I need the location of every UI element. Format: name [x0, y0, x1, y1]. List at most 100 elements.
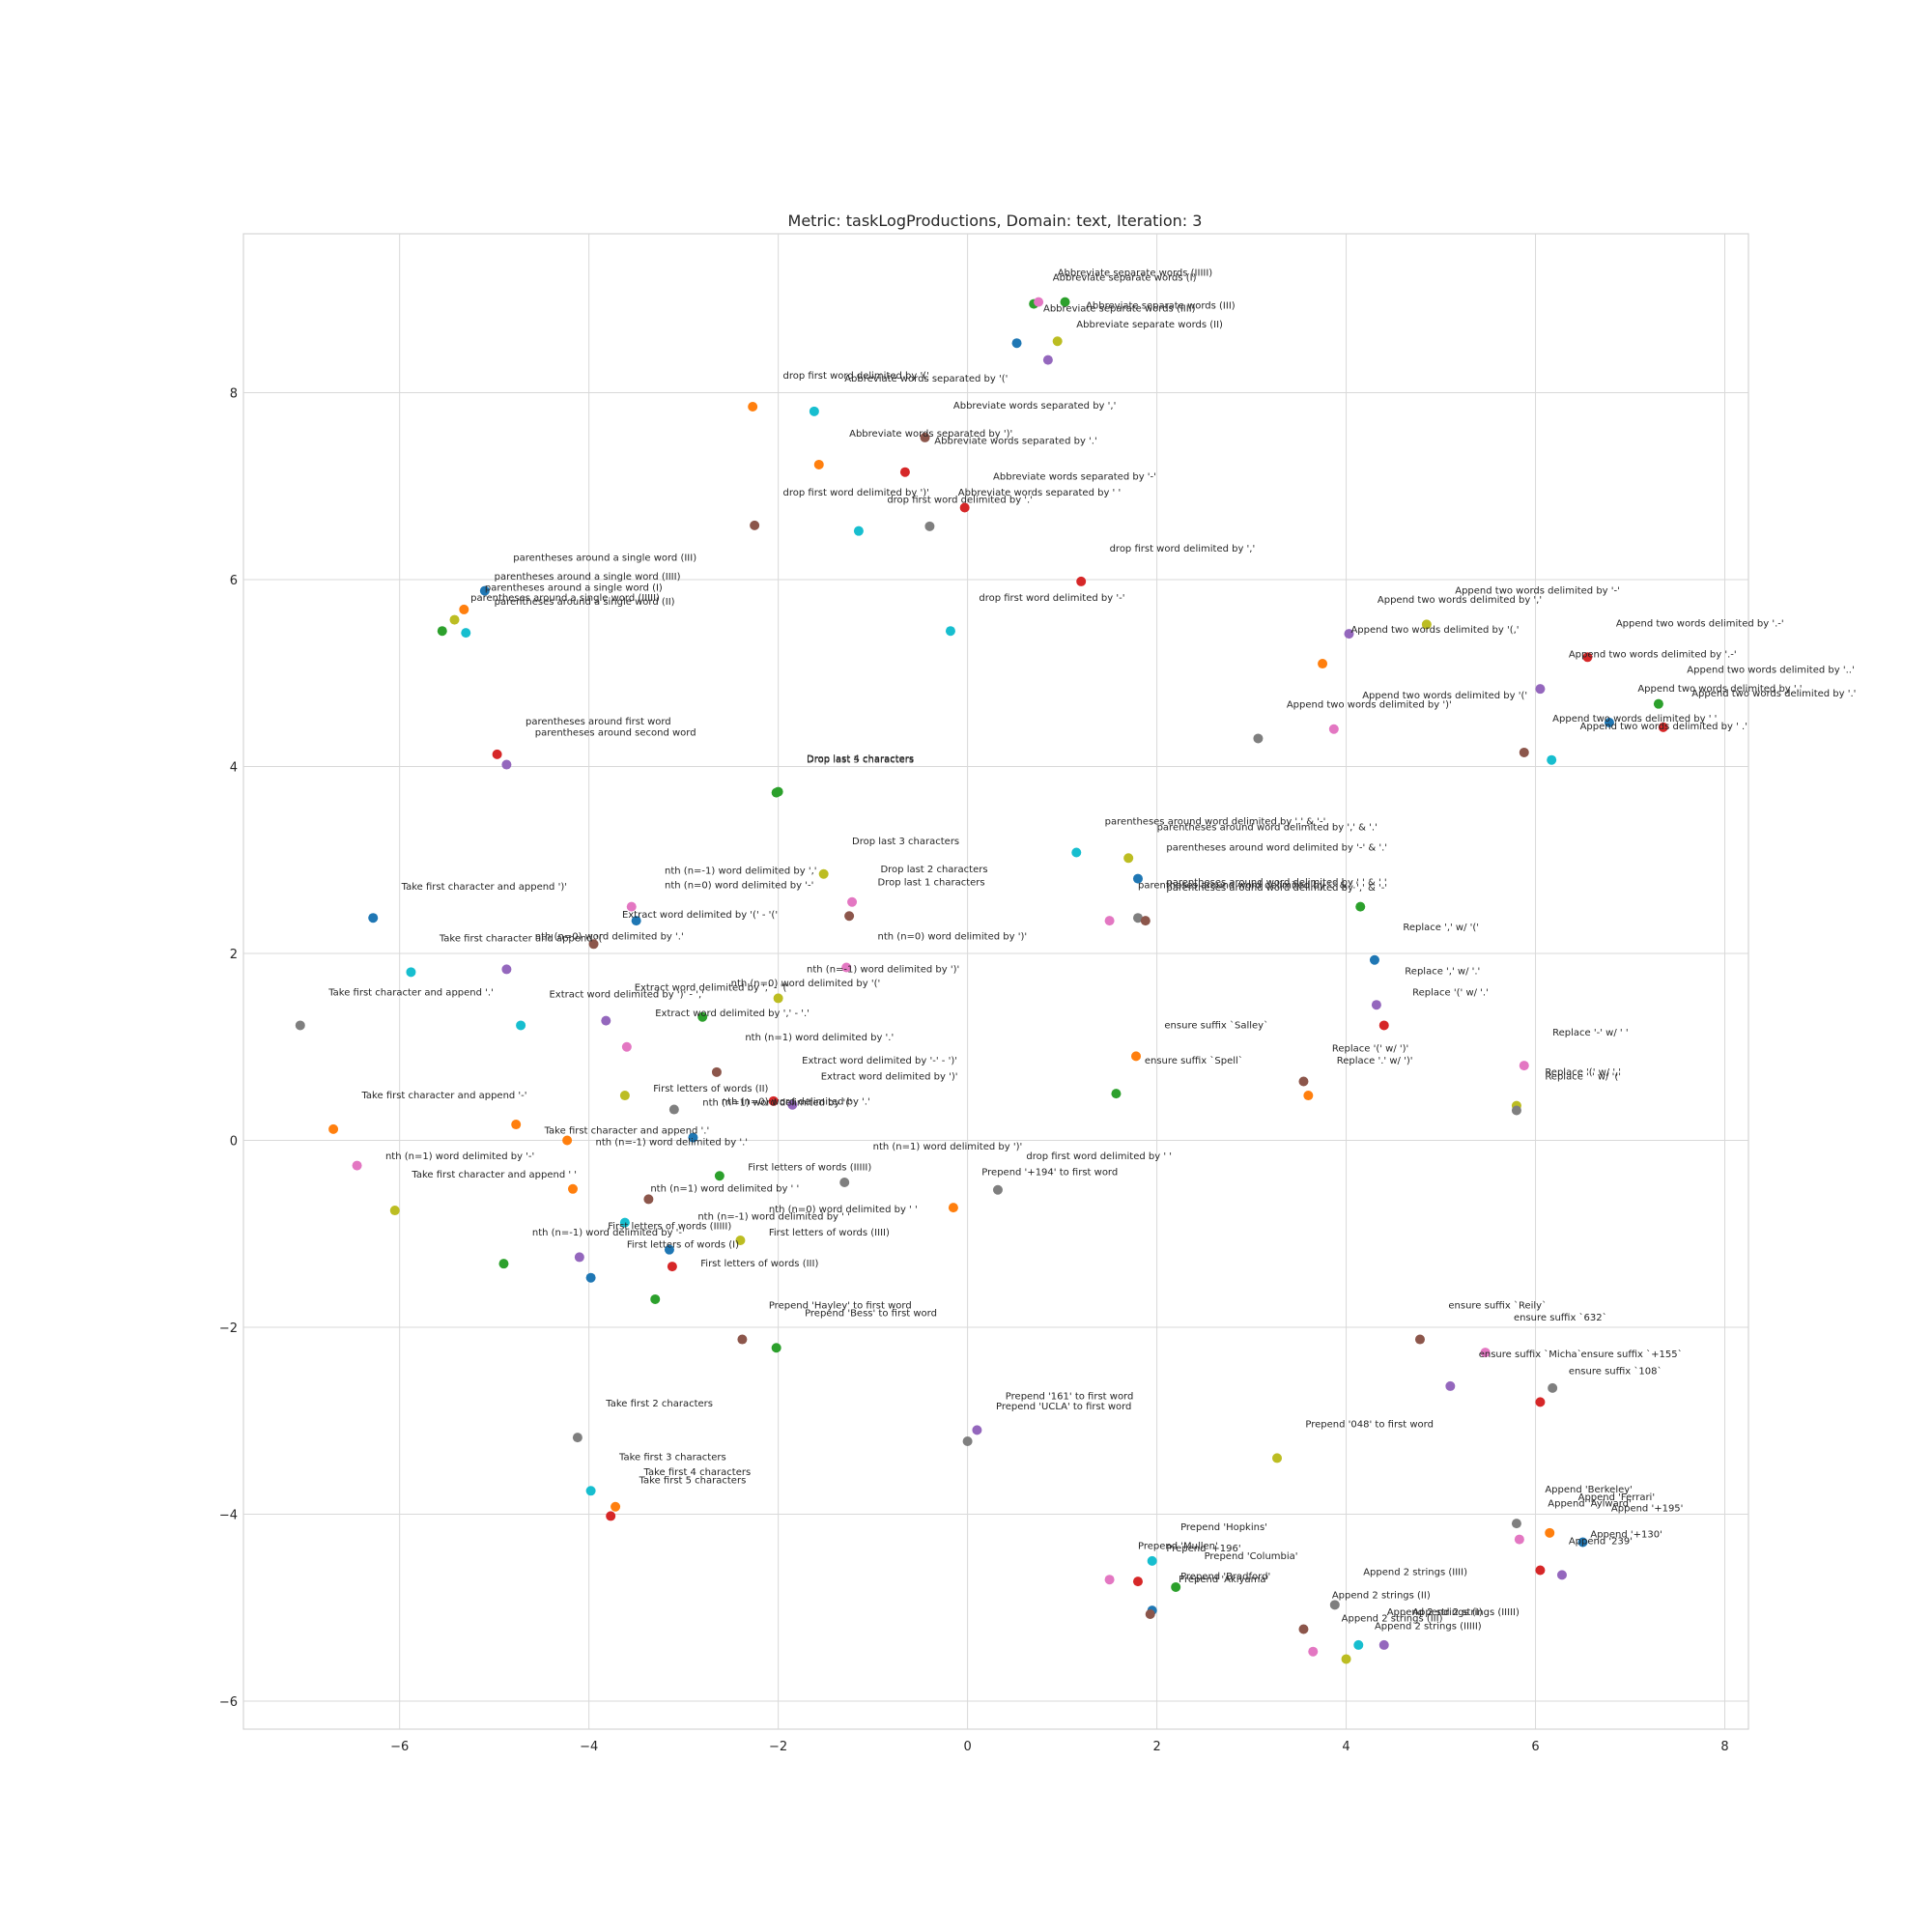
point-label: Abbreviate words separated by '-' [993, 471, 1156, 482]
point-label: nth (n=1) word delimited by ' ' [650, 1184, 799, 1195]
data-point [1132, 1577, 1143, 1587]
data-point [650, 1293, 661, 1304]
point-label: Prepend 'Mullen' [1138, 1541, 1218, 1551]
point-label: ensure suffix `Reily` [1448, 1300, 1547, 1312]
point-label: Abbreviate separate words (II) [1076, 320, 1223, 330]
data-point [1011, 338, 1022, 349]
data-point [631, 916, 641, 926]
point-label: Abbreviate separate words (III) [1086, 300, 1236, 311]
point-label: Abbreviate words separated by ')' [849, 429, 1012, 440]
data-point [809, 406, 819, 416]
data-point [787, 1099, 798, 1110]
data-point [619, 1217, 630, 1228]
point-label: Prepend 'Hayley' to first word [769, 1301, 912, 1312]
point-label: parentheses around word delimited by '.'… [1138, 880, 1358, 891]
data-point [1034, 297, 1044, 307]
point-label: Append two words delimited by '(,' [1350, 625, 1519, 636]
data-point [1547, 754, 1557, 765]
x-tick-label: 6 [1531, 1740, 1539, 1754]
data-point [1147, 1555, 1157, 1566]
point-label: Extract word delimited by ')' - ',' [549, 989, 703, 1000]
data-point [1535, 684, 1546, 695]
point-label: Prepend 'UCLA' to first word [996, 1402, 1131, 1412]
data-point [619, 1091, 630, 1101]
data-point [1378, 1020, 1389, 1031]
point-label: Append 2 strings (II) [1332, 1591, 1431, 1602]
point-label: Abbreviate separate words (IIIII) [1058, 269, 1213, 279]
point-label: nth (n=-1) word delimited by '-' [532, 1228, 685, 1238]
data-point [853, 526, 864, 536]
point-label: Replace '(' w/ '.' [1412, 988, 1489, 999]
point-label: Replace ' ' w/ '(' [1545, 1072, 1621, 1083]
data-point [1511, 1519, 1521, 1529]
data-point [972, 1425, 982, 1435]
data-point [1369, 954, 1379, 965]
chart-title: Metric: taskLogProductions, Domain: text… [788, 212, 1203, 230]
point-label: Abbreviate separate words (IIII) [1043, 303, 1196, 314]
point-label: ensure suffix `+155` [1581, 1349, 1683, 1360]
data-point [588, 939, 599, 950]
point-label: Append 'Aylward' [1548, 1499, 1632, 1510]
point-label: parentheses around first word [526, 717, 671, 727]
data-point [1052, 336, 1063, 347]
data-point [697, 1011, 708, 1022]
data-point [511, 1120, 522, 1130]
data-point [773, 993, 783, 1004]
x-tick-label: 8 [1720, 1740, 1728, 1754]
x-tick-label: 4 [1342, 1740, 1350, 1754]
data-point [1131, 1051, 1142, 1062]
point-label: Append two words delimited by '.-' [1569, 649, 1737, 660]
data-point [1060, 297, 1070, 307]
data-points [295, 297, 1668, 1664]
data-point [945, 626, 955, 637]
data-point [295, 1020, 305, 1031]
data-point [406, 967, 416, 978]
point-label: Append two words delimited by '.-' [1616, 618, 1784, 629]
data-point [611, 1501, 621, 1512]
point-label: Prepend 'Bess' to first word [805, 1308, 937, 1319]
point-label: Append 2 strings (III) [1342, 1614, 1443, 1625]
x-tick-label: 2 [1152, 1740, 1160, 1754]
data-point [1253, 733, 1264, 744]
data-point [1548, 1382, 1558, 1393]
point-label: Take first 5 characters [639, 1476, 747, 1487]
point-label: Take first character and append '(' [439, 933, 605, 944]
point-label: drop first word delimited by '.' [887, 496, 1033, 506]
data-point [813, 459, 824, 469]
data-point [1353, 1639, 1364, 1650]
data-point [841, 962, 852, 973]
data-point [601, 1015, 611, 1026]
data-point [668, 1104, 679, 1115]
point-label: First letters of words (IIIII) [748, 1162, 871, 1173]
y-tick-label: −6 [219, 1695, 238, 1710]
data-point [1303, 1091, 1314, 1101]
point-label: Replace '-' w/ ' ' [1552, 1028, 1628, 1038]
point-label: Abbreviate words separated by ',' [953, 401, 1116, 412]
point-label: Take first character and append '.' [327, 988, 494, 999]
data-point [585, 1486, 596, 1496]
point-label: drop first word delimited by '-' [979, 593, 1124, 604]
data-point [1318, 659, 1328, 669]
point-label: nth (n=0) word delimited by ' ' [769, 1205, 918, 1215]
data-point [1535, 1397, 1546, 1407]
point-label: nth (n=1) word delimited by '-' [385, 1151, 534, 1162]
data-point [1341, 1654, 1351, 1664]
data-point [449, 614, 460, 625]
point-label: ensure suffix `632` [1514, 1312, 1607, 1323]
data-point [643, 1194, 654, 1205]
y-tick-label: 8 [230, 386, 238, 401]
data-point [1371, 1000, 1381, 1010]
point-label: Take first character and append ')' [401, 882, 567, 893]
point-label: Prepend '048' to first word [1305, 1419, 1434, 1430]
data-point [1480, 1348, 1491, 1358]
data-point [711, 1066, 722, 1077]
point-label: Append '+130' [1590, 1530, 1662, 1541]
plot-area [242, 233, 1749, 1730]
data-point [735, 1235, 746, 1245]
data-point [567, 1183, 578, 1194]
data-point [1145, 1608, 1155, 1619]
data-point [1545, 1527, 1555, 1538]
point-label: nth (n=-1) word delimited by '.' [596, 1137, 749, 1148]
data-point [959, 502, 970, 513]
point-label: Append 2 strings (IIIII) [1375, 1621, 1482, 1632]
